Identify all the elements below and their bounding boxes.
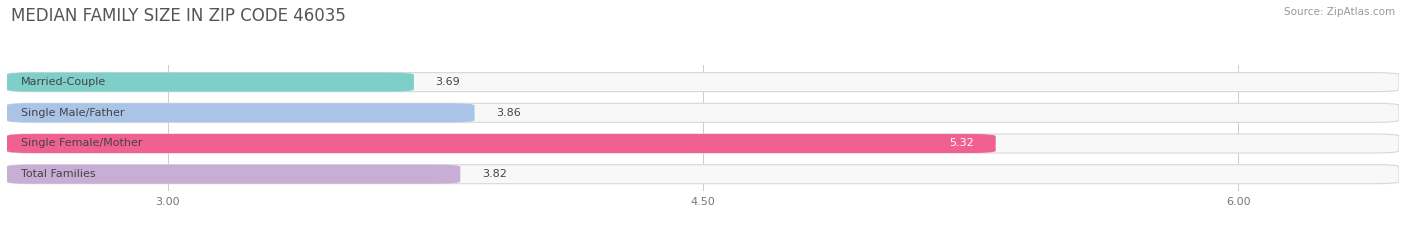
Text: 3.86: 3.86 xyxy=(496,108,520,118)
Text: Single Female/Mother: Single Female/Mother xyxy=(21,138,143,148)
FancyBboxPatch shape xyxy=(7,134,1399,153)
Text: Married-Couple: Married-Couple xyxy=(21,77,107,87)
FancyBboxPatch shape xyxy=(7,73,413,92)
FancyBboxPatch shape xyxy=(7,103,1399,122)
FancyBboxPatch shape xyxy=(7,165,1399,184)
Text: MEDIAN FAMILY SIZE IN ZIP CODE 46035: MEDIAN FAMILY SIZE IN ZIP CODE 46035 xyxy=(11,7,346,25)
Text: 3.82: 3.82 xyxy=(482,169,506,179)
FancyBboxPatch shape xyxy=(7,165,460,184)
Text: 3.69: 3.69 xyxy=(436,77,460,87)
Text: Total Families: Total Families xyxy=(21,169,96,179)
FancyBboxPatch shape xyxy=(7,134,995,153)
FancyBboxPatch shape xyxy=(7,103,475,122)
Text: 5.32: 5.32 xyxy=(949,138,974,148)
FancyBboxPatch shape xyxy=(7,73,1399,92)
Text: Single Male/Father: Single Male/Father xyxy=(21,108,125,118)
Text: Source: ZipAtlas.com: Source: ZipAtlas.com xyxy=(1284,7,1395,17)
